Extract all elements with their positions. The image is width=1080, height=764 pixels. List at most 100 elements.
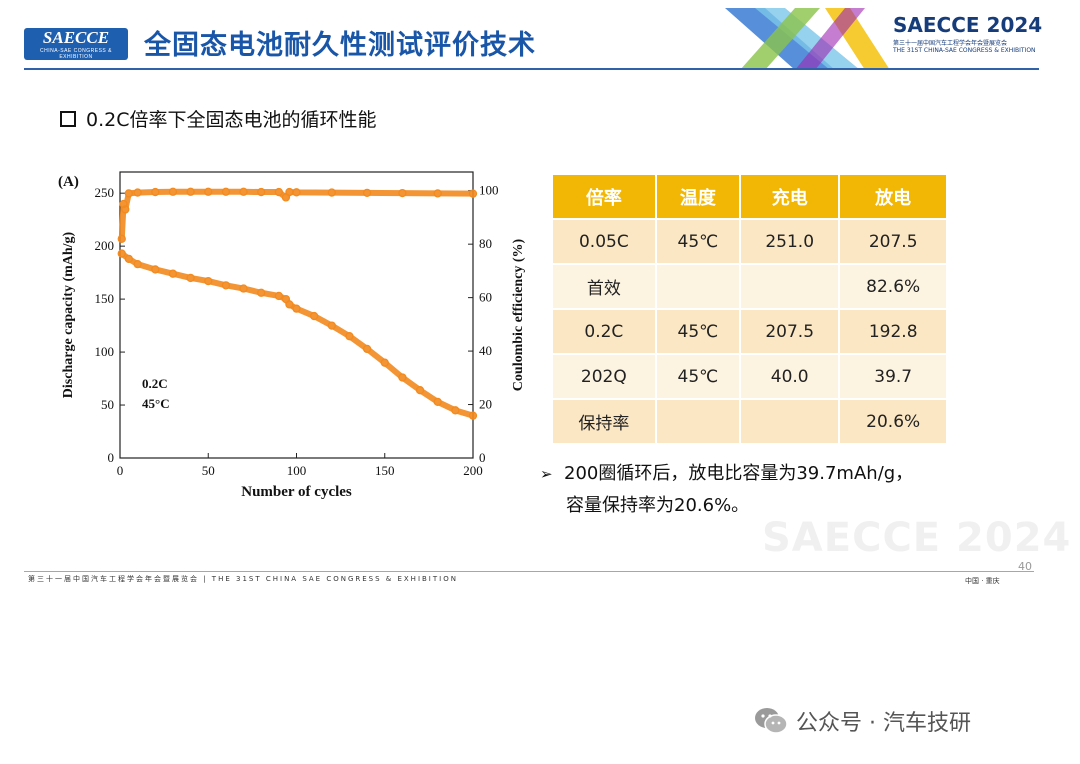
capacity-point — [468, 411, 478, 420]
capacity-point — [168, 269, 178, 278]
table-row: 0.05C 45℃ 251.0 207.5 — [553, 218, 946, 263]
capacity-point — [204, 276, 213, 286]
logo-subtext: CHINA-SAE CONGRESS & EXHIBITION — [40, 48, 112, 60]
result-note: ➢ 200圈循环后，放电比容量为39.7mAh/g， 容量保持率为20.6%。 — [540, 458, 913, 521]
capacity-point — [433, 397, 442, 407]
wechat-icon — [755, 708, 788, 734]
capacity-point — [362, 344, 372, 354]
header-rate: 倍率 — [553, 175, 657, 218]
table-row: 202Q 45℃ 40.0 39.7 — [553, 353, 946, 398]
y-left-tick-label: 250 — [95, 185, 115, 200]
page-title: 全固态电池耐久性测试评价技术 — [144, 30, 536, 61]
capacity-point — [285, 300, 294, 309]
capacity-point — [327, 321, 336, 330]
capacity-point — [133, 260, 142, 269]
header-divider — [24, 68, 1039, 70]
y-left-tick-label: 200 — [95, 238, 115, 253]
x-tick-label: 50 — [202, 463, 215, 478]
note-line-2: 容量保持率为20.6%。 — [566, 495, 750, 516]
efficiency-point — [292, 188, 301, 197]
cycle-performance-chart: 0 50 100 150 200050100150200250020406080100N… — [58, 171, 526, 500]
x-tick-label: 100 — [287, 463, 307, 478]
efficiency-point — [327, 188, 336, 197]
x-tick-label: 0 — [117, 463, 124, 478]
y-right-axis-label: Coulombic efficiency (%) — [511, 238, 526, 391]
capacity-point — [151, 265, 160, 274]
header-charge: 充电 — [741, 175, 841, 218]
section-heading: 0.2C倍率下全固态电池的循环性能 — [60, 105, 376, 132]
table-cell — [741, 398, 841, 443]
performance-table: 倍率 温度 充电 放电 0.05C 45℃ 251.0 207.5 首效 82.… — [553, 175, 946, 443]
discharge-capacity-line — [118, 250, 476, 419]
table-cell — [656, 398, 742, 443]
efficiency-point — [121, 205, 130, 214]
table-cell: 首效 — [553, 263, 657, 308]
footer-location: 中国 · 重庆 — [965, 577, 1000, 585]
capacity-point — [186, 273, 195, 283]
y-right-tick-label: 60 — [479, 290, 492, 305]
table-cell: 82.6% — [840, 263, 946, 308]
table-cell: 207.5 — [840, 218, 946, 263]
event-title: SAECCE 2024 — [893, 13, 1043, 37]
event-subtitle-cn: 第三十一届中国汽车工程学会年会暨展览会 — [893, 40, 1008, 47]
header-discharge: 放电 — [840, 175, 946, 218]
capacity-point — [451, 406, 460, 415]
annotation-rate: 0.2C — [142, 376, 168, 391]
table-cell: 45℃ — [656, 308, 742, 353]
table-cell: 207.5 — [741, 308, 841, 353]
table-cell: 40.0 — [741, 353, 841, 398]
efficiency-point — [124, 189, 133, 198]
y-left-tick-label: 0 — [108, 450, 115, 465]
logo-text: SAECCE — [42, 28, 110, 47]
checkbox-bullet-icon — [60, 110, 76, 127]
note-line-1: 200圈循环后，放电比容量为39.7mAh/g， — [564, 463, 914, 484]
efficiency-point — [239, 187, 248, 196]
capacity-point — [239, 284, 248, 293]
footer-divider — [24, 571, 1034, 572]
panel-label: (A) — [58, 174, 79, 190]
capacity-point — [345, 332, 354, 341]
capacity-point — [221, 281, 231, 290]
efficiency-point — [168, 187, 178, 196]
y-right-tick-label: 40 — [479, 343, 492, 358]
section-heading-text: 0.2C倍率下全固态电池的循环性能 — [86, 109, 377, 131]
capacity-point — [309, 311, 319, 321]
efficiency-point — [257, 187, 266, 197]
capacity-point — [415, 386, 425, 395]
header-temperature: 温度 — [656, 175, 742, 218]
x-tick-label: 200 — [463, 463, 483, 478]
efficiency-point — [133, 188, 142, 197]
table-row: 0.2C 45℃ 207.5 192.8 — [553, 308, 946, 353]
wechat-account: 公众号 · 汽车技研 — [754, 705, 971, 737]
y-left-tick-label: 100 — [95, 344, 115, 359]
saecce-logo: SAECCE CHINA-SAE CONGRESS & EXHIBITION — [24, 28, 128, 60]
efficiency-point — [433, 189, 442, 198]
plot-frame — [119, 171, 474, 459]
page-number: 40 — [1018, 560, 1032, 573]
efficiency-point — [119, 199, 128, 209]
efficiency-point — [186, 187, 195, 196]
y-left-tick-label: 50 — [101, 397, 114, 412]
capacity-point — [398, 373, 407, 382]
table-cell: 39.7 — [840, 353, 946, 398]
efficiency-point — [468, 189, 478, 198]
efficiency-point — [398, 188, 407, 198]
annotation-temperature: 45°C — [142, 396, 170, 411]
table-row: 保持率 20.6% — [553, 398, 946, 443]
table-cell: 251.0 — [741, 218, 841, 263]
efficiency-point — [221, 187, 231, 196]
footer-left-text: 第三十一届中国汽车工程学会年会暨展览会 | THE 31ST CHINA SAE… — [28, 575, 458, 583]
table-cell: 保持率 — [553, 398, 657, 443]
capacity-point — [380, 358, 389, 367]
header-ribbon-graphic — [725, 8, 890, 70]
coulombic-efficiency-line — [118, 188, 476, 242]
table-row: 首效 82.6% — [553, 263, 946, 308]
x-axis-label: Number of cycles — [241, 484, 352, 500]
table-cell: 45℃ — [656, 218, 742, 263]
y-right-tick-label: 80 — [479, 236, 492, 251]
y-left-axis-label: Discharge capacity (mAh/g) — [61, 231, 76, 398]
x-tick-label: 150 — [375, 463, 395, 478]
wechat-label: 公众号 · 汽车技研 — [796, 711, 971, 736]
watermark: SAECCE 2024 — [762, 515, 1072, 561]
table-cell: 202Q — [553, 353, 657, 398]
